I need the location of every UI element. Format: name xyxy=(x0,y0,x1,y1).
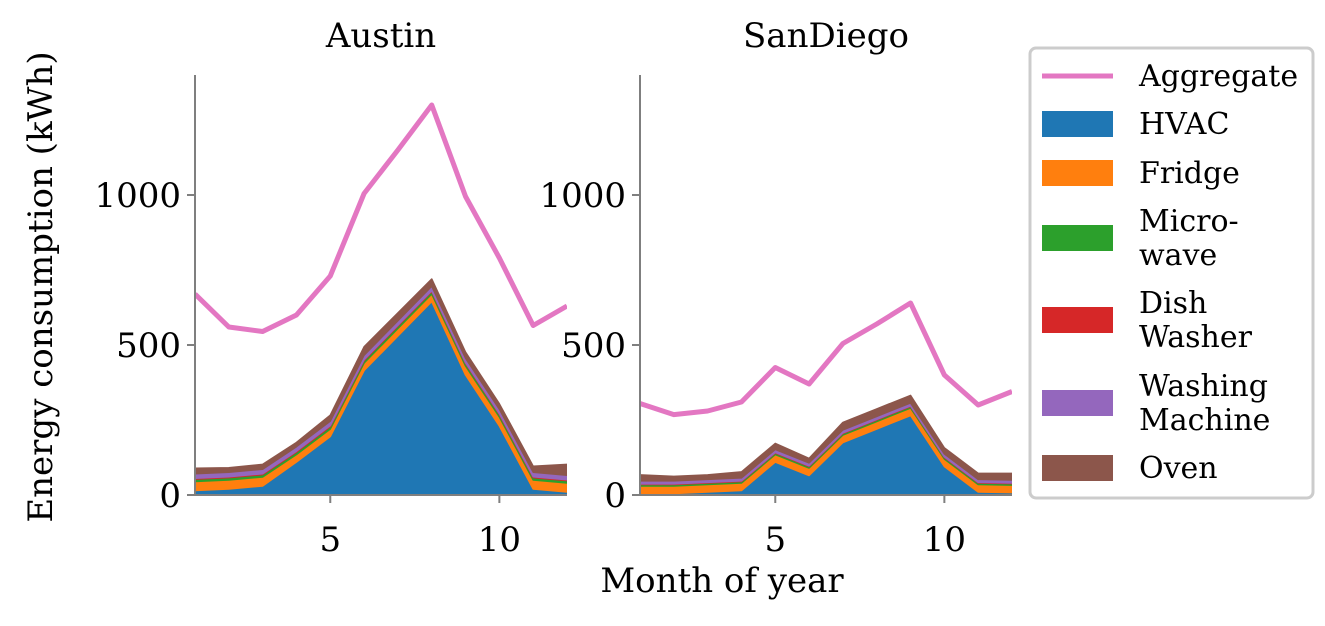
legend-item-microwave: Micro-wave xyxy=(1042,204,1239,273)
y-axis-label: Energy consumption (kWh) xyxy=(21,51,61,522)
x-axis-label: Month of year xyxy=(600,561,844,601)
y-tick-label: 1000 xyxy=(539,176,626,216)
legend-label: Fridge xyxy=(1139,156,1240,191)
legend-swatch xyxy=(1042,111,1113,137)
legend-label: Oven xyxy=(1139,451,1218,486)
line-aggregate xyxy=(640,300,1012,418)
y-tick-label: 1000 xyxy=(94,176,181,216)
legend-label: Machine xyxy=(1139,403,1270,438)
area-oven xyxy=(640,394,1012,482)
chart-panels: 0 500 1000 5 10 Austin 0 500 1000 5 10 SanDiego xyxy=(94,16,1012,560)
area-oven xyxy=(195,278,567,476)
legend-label: Washing xyxy=(1139,369,1268,404)
x-tick-label: 10 xyxy=(923,520,966,560)
legend-label: wave xyxy=(1139,238,1217,273)
legend: AggregateHVACFridgeMicro-waveDishWasherW… xyxy=(1028,46,1315,500)
legend-label: Micro- xyxy=(1139,204,1239,239)
y-tick-label: 0 xyxy=(159,476,181,516)
y-tick-label: 500 xyxy=(116,326,181,366)
legend-swatch xyxy=(1042,225,1113,251)
legend-swatch xyxy=(1042,390,1113,416)
legend-swatch xyxy=(1042,160,1113,186)
legend-item-oven: Oven xyxy=(1042,451,1218,486)
panel-title: SanDiego xyxy=(743,16,909,56)
legend-label: HVAC xyxy=(1139,107,1229,142)
line-aggregate xyxy=(195,102,567,334)
legend-swatch xyxy=(1042,307,1113,333)
legend-label: Dish xyxy=(1139,286,1207,321)
plot-area xyxy=(640,300,1012,495)
legend-swatch xyxy=(1042,455,1113,481)
panel-title: Austin xyxy=(325,16,436,56)
y-tick-label: 500 xyxy=(561,326,626,366)
x-tick-label: 10 xyxy=(478,520,521,560)
x-tick-label: 5 xyxy=(319,520,341,560)
legend-item-aggregate: Aggregate xyxy=(1042,59,1298,94)
legend-label: Aggregate xyxy=(1138,59,1298,94)
panel-sandiego: 0 500 1000 5 10 SanDiego xyxy=(539,16,1012,560)
legend-item-fridge: Fridge xyxy=(1042,156,1240,191)
legend-item-hvac: HVAC xyxy=(1042,107,1229,142)
plot-area xyxy=(195,102,567,495)
y-tick-label: 0 xyxy=(604,476,626,516)
x-tick-label: 5 xyxy=(764,520,786,560)
panel-austin: 0 500 1000 5 10 Austin xyxy=(94,16,567,560)
legend-label: Washer xyxy=(1139,320,1253,355)
